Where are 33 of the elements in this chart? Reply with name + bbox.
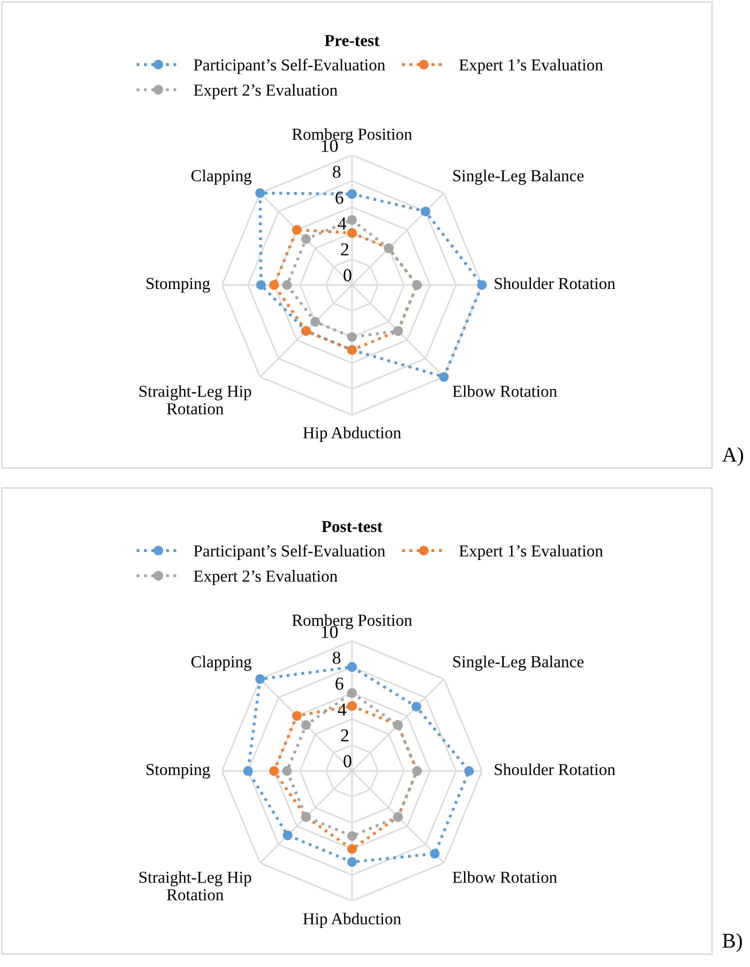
spoke-label: Shoulder Rotation (494, 277, 616, 290)
spoke-label: Stomping (146, 278, 210, 293)
spoke-label: Hip Abduction (303, 426, 402, 442)
legend-label: Participant’s Self-Evaluation (194, 58, 386, 74)
y-tick-label: 0 (344, 269, 352, 282)
legend-label: Expert 1’s Evaluation (459, 58, 603, 74)
legend-label: Participant’s Self-Evaluation (194, 544, 386, 560)
legend-label: Expert 2’s Evaluation (194, 84, 338, 100)
chart-title: Post-test (322, 521, 382, 532)
y-tick-label: 6 (336, 678, 344, 690)
y-tick-label: 2 (341, 729, 348, 742)
y-tick-label: 8 (332, 166, 340, 178)
spoke-label: Shoulder Rotation (494, 763, 616, 776)
spoke-label: Clapping (191, 656, 252, 671)
y-tick-label: 2 (341, 243, 348, 256)
y-tick-label: 6 (336, 192, 344, 204)
legend-label: Expert 2’s Evaluation (194, 570, 338, 586)
spoke-label: Elbow Rotation (452, 385, 558, 397)
spoke-label: Stomping (146, 764, 210, 779)
spoke-label: Hip Abduction (303, 912, 402, 928)
y-tick-label: 0 (344, 755, 352, 768)
y-tick-label: 4 (338, 218, 346, 230)
text: A) (722, 447, 744, 466)
text: B) (722, 933, 742, 952)
spoke-label: Straight-Leg Hip Rotation (140, 871, 252, 900)
spoke-label: Single-Leg Balance (453, 656, 584, 671)
chart-title: Pre-test (324, 35, 380, 46)
y-tick-label: 8 (332, 652, 340, 664)
spoke-label: Single-Leg Balance (453, 170, 584, 185)
spoke-label: Elbow Rotation (452, 871, 558, 883)
spoke-label: Clapping (191, 170, 252, 185)
spoke-label: Straight-Leg Hip Rotation (140, 385, 252, 414)
legend-label: Expert 1’s Evaluation (459, 544, 603, 560)
